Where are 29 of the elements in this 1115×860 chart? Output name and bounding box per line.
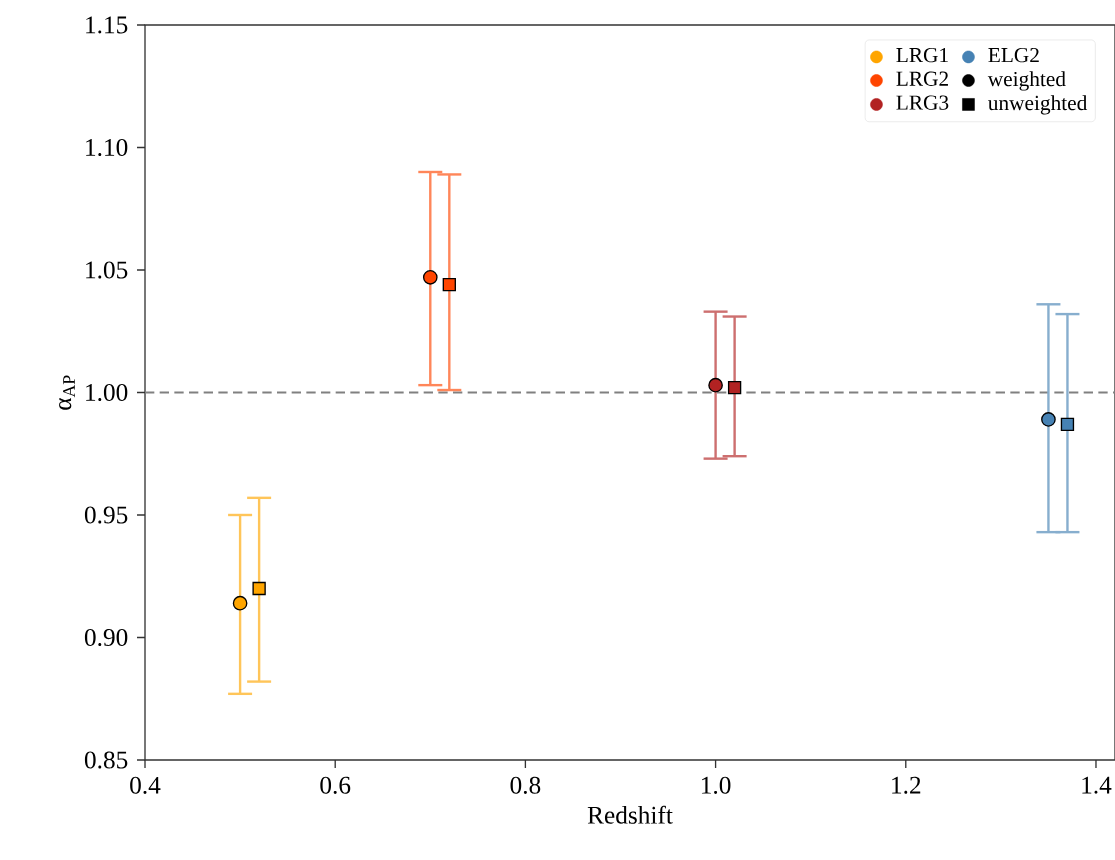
x-tick-label: 0.4 — [130, 776, 161, 794]
x-tick-label: 0.8 — [510, 776, 541, 794]
legend-label: LRG2 — [896, 71, 948, 86]
point — [708, 377, 723, 393]
y-tick-label: 1.15 — [86, 16, 128, 34]
y-tick-label: 0.90 — [84, 628, 128, 647]
y-tick-label: 1.00 — [86, 383, 128, 402]
point — [252, 581, 266, 596]
point — [1060, 417, 1075, 432]
point — [442, 278, 456, 292]
x-tick-label: 1.2 — [892, 776, 921, 794]
legend-label: unweighted — [988, 95, 1088, 115]
point — [232, 595, 248, 611]
y-axis-title: α$_{AP}$ — [59, 375, 75, 410]
point — [422, 270, 438, 285]
legend-label: ELG2 — [988, 47, 1039, 63]
legend-label: LRG1 — [896, 47, 948, 63]
x-tick-label: 1.0 — [701, 776, 731, 794]
legend-label: weighted — [987, 71, 1066, 91]
y-tick-label: 0.95 — [84, 506, 128, 524]
legend-label: LRG3 — [896, 95, 949, 110]
y-tick-label: 1.10 — [86, 138, 128, 157]
x-axis-title: Redshift — [587, 805, 673, 824]
x-tick-label: 0.6 — [320, 776, 351, 794]
point — [727, 380, 742, 395]
x-tick-label: 1.4 — [1082, 776, 1112, 794]
y-tick-label: 0.85 — [84, 751, 128, 769]
point — [1041, 412, 1056, 427]
y-tick-label: 1.05 — [86, 261, 128, 279]
